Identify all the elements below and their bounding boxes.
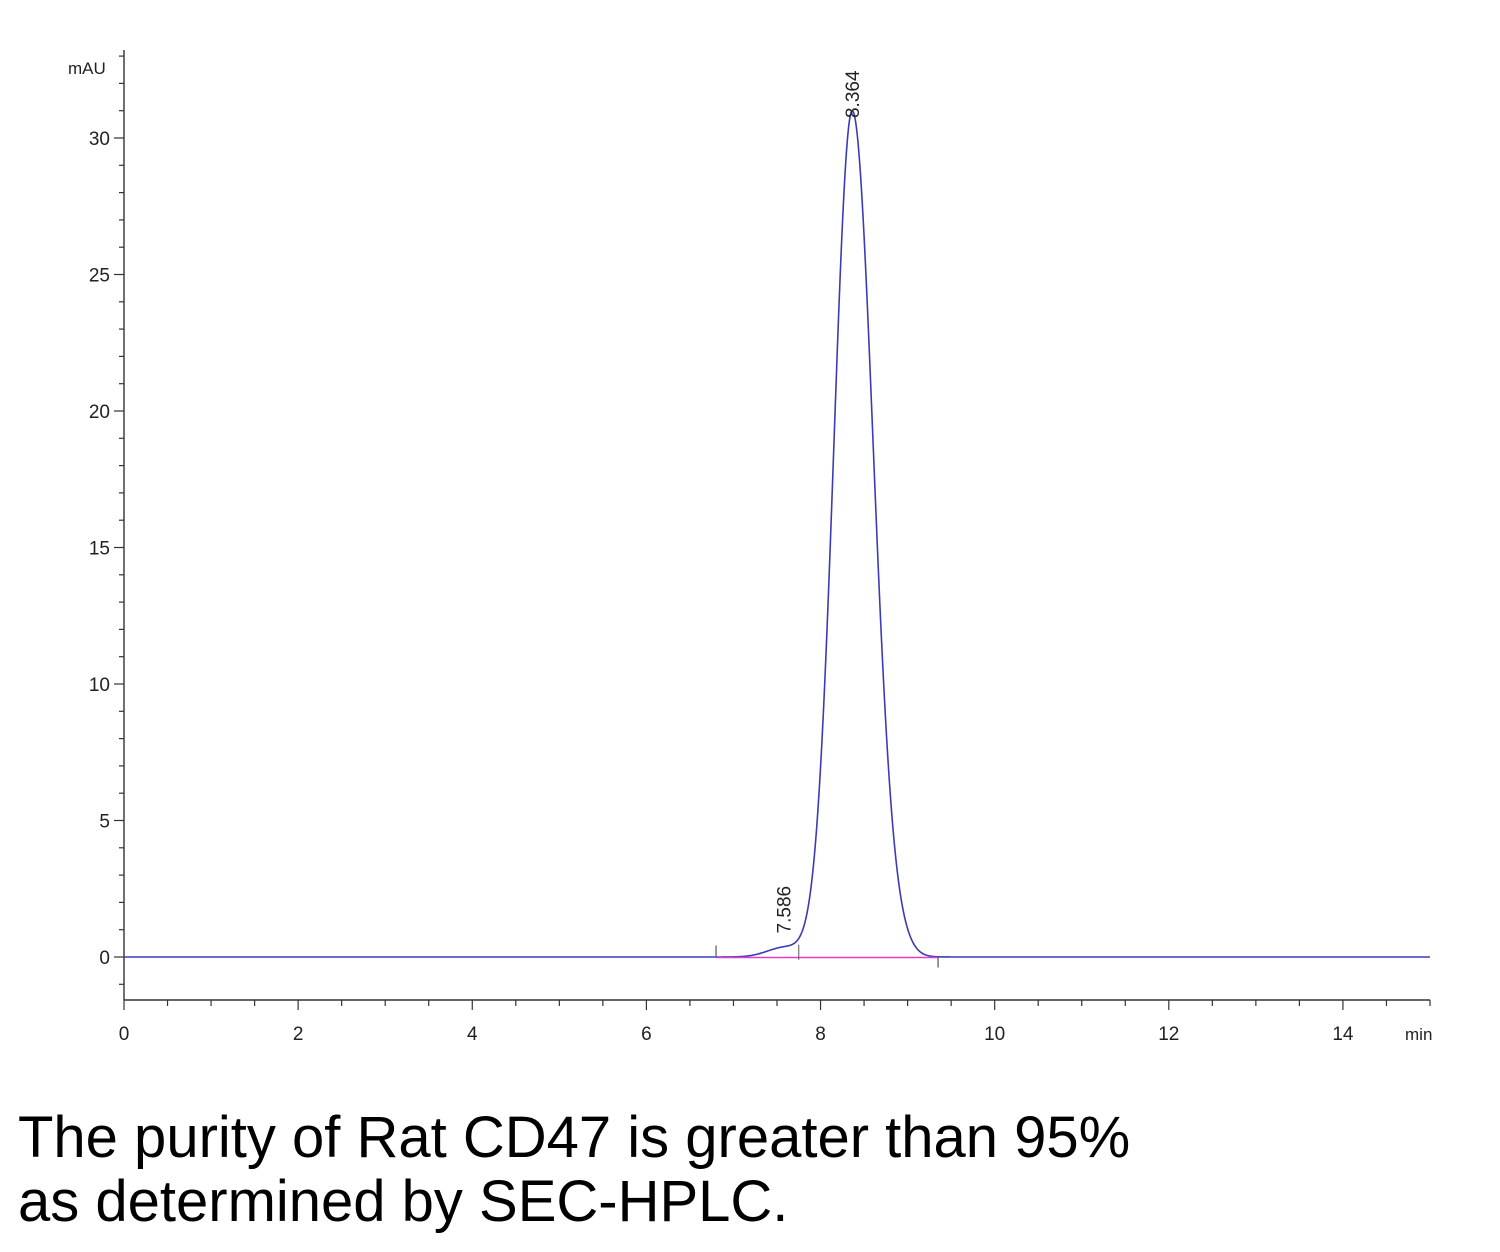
- peak-label-main: 8.364: [843, 70, 864, 118]
- x-tick-label: 4: [467, 1024, 478, 1045]
- x-tick-label: 2: [293, 1024, 304, 1045]
- plot-area: 7.586 8.364: [124, 70, 1430, 968]
- x-tick-label: 12: [1158, 1024, 1179, 1045]
- caption-line-2: as determined by SEC-HPLC.: [18, 1169, 789, 1234]
- x-tick-label: 8: [815, 1024, 826, 1045]
- y-tick-label: 30: [89, 129, 110, 150]
- y-tick-label: 0: [99, 948, 110, 969]
- chromatogram-trace: [124, 109, 1430, 958]
- x-axis-label: min: [1405, 1025, 1432, 1044]
- y-axis-label: mAU: [68, 59, 106, 78]
- y-tick-label: 25: [89, 266, 110, 287]
- y-tick-label: 5: [99, 812, 110, 833]
- x-tick-label: 14: [1332, 1024, 1354, 1045]
- chromatogram-chart: 0 5 10 15 20 25 30 0 2 4 6 8 10 12 14 mAU min 7.586 8.…: [68, 50, 1432, 1045]
- caption-line-1: The purity of Rat CD47 is greater than 9…: [18, 1105, 1131, 1170]
- figure-caption: The purity of Rat CD47 is greater than 9…: [18, 1106, 1478, 1234]
- y-tick-label: 20: [89, 402, 110, 423]
- y-tick-label: 15: [89, 539, 110, 560]
- x-tick-label: 0: [119, 1024, 130, 1045]
- peak-label-minor: 7.586: [774, 886, 795, 934]
- y-tick-label: 10: [89, 675, 110, 696]
- x-axis: 0 2 4 6 8 10 12 14: [119, 999, 1431, 1045]
- x-tick-label: 10: [984, 1024, 1005, 1045]
- x-tick-label: 6: [641, 1024, 652, 1045]
- y-axis: 0 5 10 15 20 25 30: [89, 50, 125, 1000]
